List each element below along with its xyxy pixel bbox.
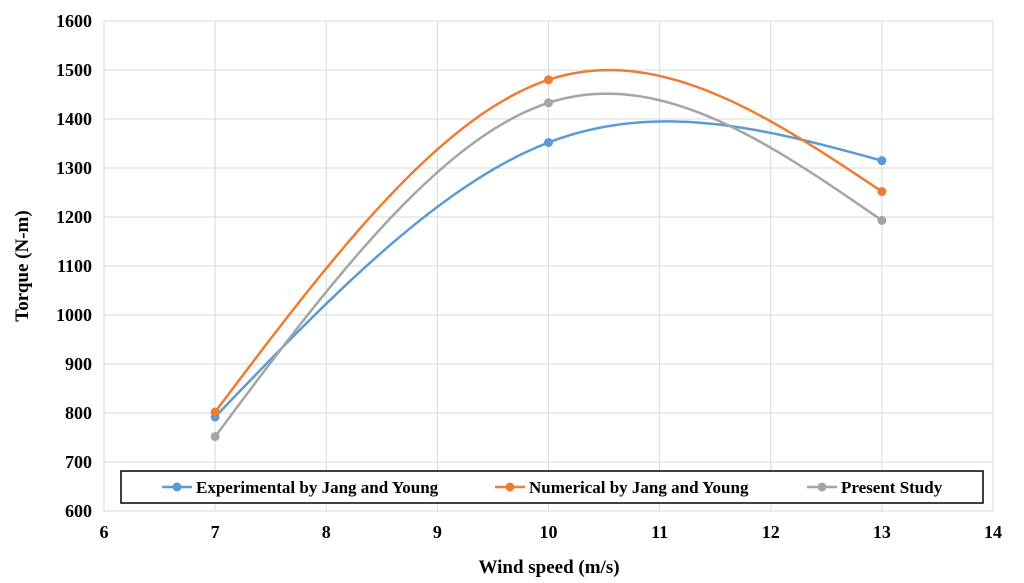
legend-item-present-study: Present Study	[807, 478, 943, 497]
x-axis-title: Wind speed (m/s)	[478, 557, 619, 578]
data-point	[210, 407, 220, 417]
x-tick-label: 8	[322, 522, 331, 542]
y-tick-label: 600	[65, 501, 92, 521]
y-tick-label: 1300	[56, 158, 92, 178]
data-point	[544, 138, 553, 148]
legend-label-numerical: Numerical by Jang and Young	[529, 478, 749, 497]
grid-lines	[103, 20, 994, 512]
x-tick-label: 14	[984, 522, 1002, 542]
y-tick-label: 1100	[57, 256, 92, 276]
x-tick-label: 12	[762, 522, 780, 542]
y-tick-label: 1500	[56, 60, 92, 80]
legend-item-experimental: Experimental by Jang and Young	[162, 478, 439, 497]
legend-label-present-study: Present Study	[841, 478, 943, 497]
x-tick-label: 13	[873, 522, 891, 542]
y-tick-label: 1000	[56, 305, 92, 325]
y-tick-label: 800	[65, 403, 92, 423]
y-tick-label: 1600	[56, 11, 92, 31]
legend-marker-experimental	[172, 482, 182, 492]
data-point	[877, 187, 887, 197]
x-tick-label: 10	[540, 522, 558, 542]
x-tick-label: 11	[651, 522, 668, 542]
x-tick-label: 7	[211, 522, 220, 542]
legend-box	[120, 470, 984, 504]
x-tick-label: 9	[433, 522, 442, 542]
legend-item-numerical: Numerical by Jang and Young	[495, 478, 749, 497]
data-point	[877, 215, 887, 225]
x-tick-label: 6	[100, 522, 109, 542]
data-point	[544, 75, 553, 85]
y-tick-label: 700	[65, 452, 92, 472]
legend: Experimental by Jang and Young Numerical…	[120, 470, 984, 504]
series-lines	[210, 68, 887, 442]
y-axis-title: Torque (N-m)	[12, 210, 33, 321]
legend-marker-present-study	[817, 482, 827, 492]
y-tick-label: 900	[65, 354, 92, 374]
legend-marker-numerical	[505, 482, 515, 492]
legend-label-experimental: Experimental by Jang and Young	[196, 478, 439, 497]
data-point	[544, 98, 553, 108]
y-tick-label: 1400	[56, 109, 92, 129]
y-tick-label: 1200	[56, 207, 92, 227]
data-point	[877, 156, 887, 166]
data-point	[210, 432, 220, 442]
tick-labels: 600 700 800 900 1000 1100 1200 1300 1400 1500 1600…	[56, 11, 1002, 542]
